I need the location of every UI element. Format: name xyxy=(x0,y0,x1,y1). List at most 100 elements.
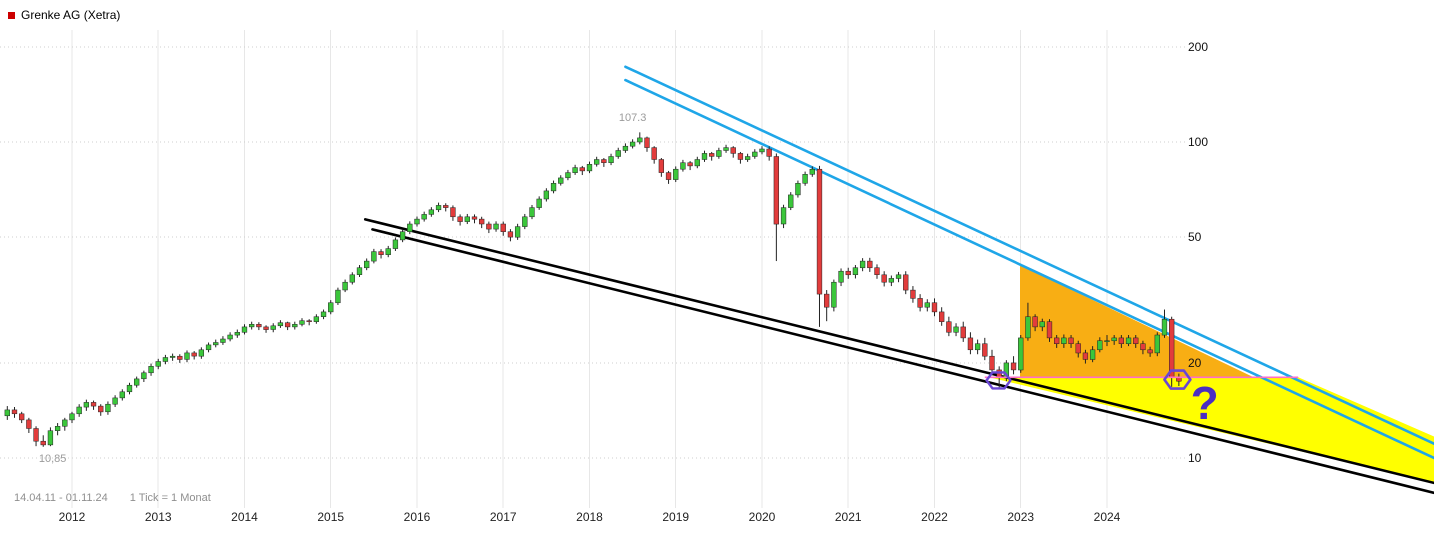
candle-body xyxy=(572,167,578,173)
candle-body xyxy=(1025,316,1031,339)
candle-body xyxy=(98,405,104,413)
candle-body xyxy=(1032,316,1038,328)
candle-body xyxy=(227,334,233,340)
candle-body xyxy=(967,337,974,351)
candles-layer xyxy=(4,132,1182,447)
candle-body xyxy=(328,302,334,313)
candle-body xyxy=(831,281,837,308)
candle-body xyxy=(1118,337,1125,344)
chart-title: Grenke AG (Xetra) xyxy=(21,8,121,22)
candle-body xyxy=(33,428,39,442)
x-axis-tick-label: 2023 xyxy=(1007,510,1034,524)
candle-body xyxy=(953,326,959,333)
candle-body xyxy=(939,311,945,322)
black-support-lower-line xyxy=(371,228,1434,495)
candle-body xyxy=(773,156,780,225)
candle-body xyxy=(205,344,212,351)
candle-body xyxy=(134,378,140,386)
hexagon-highlight-current-low xyxy=(1163,369,1192,390)
candle-body xyxy=(1169,318,1175,378)
candle-body xyxy=(54,426,61,431)
candle-body xyxy=(910,289,916,299)
candle-body xyxy=(989,355,995,371)
candle-body xyxy=(500,223,506,232)
date-range-label: 14.04.11 - 01.11.24 xyxy=(14,492,108,504)
low-price-label: 10,85 xyxy=(39,453,67,465)
candle-body xyxy=(536,198,542,208)
candle-body xyxy=(191,352,197,357)
candle-body xyxy=(1054,337,1060,344)
candle-body xyxy=(83,402,90,408)
candle-body xyxy=(277,322,284,327)
x-axis-tick-label: 2013 xyxy=(145,510,172,524)
y-axis-labels: 200 100 50 20 10 xyxy=(1188,40,1208,465)
candle-body xyxy=(1147,349,1153,354)
y-axis-tick-label: 20 xyxy=(1188,356,1202,370)
candle-body xyxy=(471,216,478,220)
candle-body xyxy=(931,302,938,313)
candle-body xyxy=(4,409,10,417)
candle-body xyxy=(356,267,363,275)
candle-body xyxy=(960,326,966,339)
candle-body xyxy=(371,251,377,262)
candle-body xyxy=(716,150,722,157)
candle-body xyxy=(637,137,643,143)
candle-body xyxy=(1039,321,1045,328)
candle-body xyxy=(378,251,384,255)
candle-body xyxy=(155,361,161,367)
candle-body xyxy=(586,164,593,172)
candle-body xyxy=(1075,343,1081,354)
candle-body xyxy=(550,183,557,192)
candle-body xyxy=(299,320,305,325)
candle-body xyxy=(744,156,751,160)
candle-body xyxy=(752,151,758,157)
candle-body xyxy=(11,409,18,415)
candle-body xyxy=(414,218,420,225)
candle-body xyxy=(917,298,923,308)
candle-body xyxy=(342,281,348,291)
candle-body xyxy=(435,205,442,211)
x-axis-tick-label: 2021 xyxy=(835,510,862,524)
x-axis-tick-label: 2020 xyxy=(749,510,776,524)
candle-body xyxy=(1125,337,1132,344)
candle-body xyxy=(1161,318,1168,336)
candle-body xyxy=(615,150,621,157)
candle-body xyxy=(852,267,859,275)
candle-body xyxy=(234,332,240,336)
candle-body xyxy=(629,141,636,147)
x-axis-tick-label: 2019 xyxy=(662,510,689,524)
candle-body xyxy=(141,372,147,380)
candle-body xyxy=(809,168,815,175)
candle-body xyxy=(723,147,729,151)
candle-body xyxy=(1089,349,1096,360)
candle-body xyxy=(306,320,312,322)
markers-layer xyxy=(985,369,1192,390)
y-axis-tick-label: 100 xyxy=(1188,135,1208,149)
candle-body xyxy=(780,207,787,225)
candle-body xyxy=(198,349,205,357)
blue-channel-upper-line xyxy=(624,65,1434,445)
candle-body xyxy=(658,159,665,173)
candle-body xyxy=(26,419,32,429)
candle-body xyxy=(759,148,765,153)
candle-body xyxy=(838,270,844,283)
candle-body xyxy=(974,343,981,351)
candle-body xyxy=(184,352,190,360)
candle-body xyxy=(522,216,528,227)
candle-body xyxy=(270,325,276,330)
x-axis-tick-label: 2016 xyxy=(404,510,431,524)
series-marker-icon xyxy=(8,11,15,19)
question-mark: ? xyxy=(1191,377,1219,429)
candle-body xyxy=(112,397,118,405)
candle-body xyxy=(263,326,269,330)
peak-price-label: 107.3 xyxy=(619,112,647,124)
candle-body xyxy=(881,274,887,283)
candle-body xyxy=(421,214,427,220)
candle-body xyxy=(313,316,320,322)
candle-body xyxy=(673,168,679,180)
tick-info-label: 1 Tick = 1 Monat xyxy=(129,492,211,504)
candle-body xyxy=(220,338,226,343)
candle-body xyxy=(651,147,657,160)
candle-body xyxy=(709,153,715,157)
